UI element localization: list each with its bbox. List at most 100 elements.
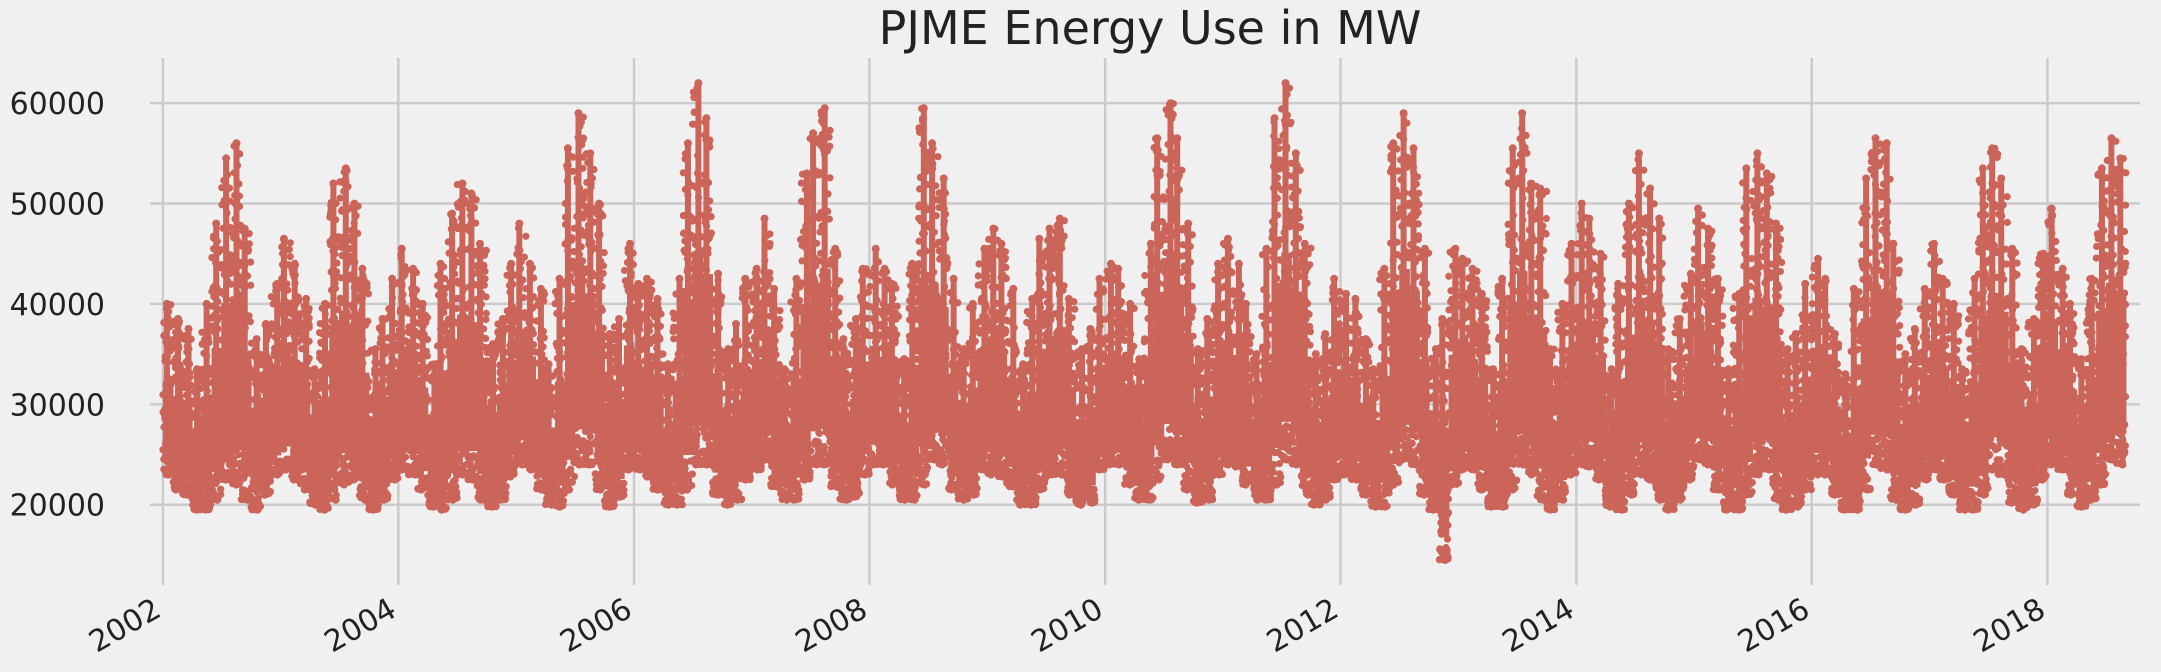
data-point bbox=[555, 425, 563, 433]
data-point bbox=[556, 443, 564, 451]
data-point bbox=[352, 360, 360, 368]
data-band-segment bbox=[181, 403, 193, 479]
data-point bbox=[508, 369, 516, 377]
data-point bbox=[587, 358, 595, 366]
data-point bbox=[336, 376, 344, 385]
data-band-segment bbox=[506, 359, 517, 456]
data-point bbox=[395, 423, 403, 431]
data-point bbox=[208, 444, 216, 452]
data-point-min bbox=[555, 502, 564, 511]
data-band-segment bbox=[1625, 334, 1636, 466]
data-point bbox=[426, 444, 434, 452]
data-point bbox=[273, 381, 281, 389]
data-point bbox=[228, 395, 236, 403]
data-point bbox=[247, 437, 255, 445]
data-point bbox=[472, 404, 480, 413]
data-point bbox=[274, 435, 282, 443]
data-point bbox=[193, 492, 201, 500]
data-point bbox=[613, 442, 621, 450]
data-band-segment bbox=[1173, 285, 1185, 432]
data-point bbox=[242, 464, 250, 472]
data-point-min bbox=[281, 465, 290, 474]
data-point bbox=[506, 394, 514, 402]
data-point bbox=[219, 430, 227, 438]
data-point bbox=[230, 447, 238, 455]
data-point bbox=[337, 433, 345, 441]
data-point bbox=[585, 310, 593, 318]
data-point bbox=[258, 463, 266, 471]
data-point bbox=[216, 420, 224, 428]
data-point bbox=[397, 390, 405, 398]
data-point bbox=[335, 441, 343, 449]
data-point bbox=[178, 459, 186, 467]
data-point bbox=[359, 418, 367, 426]
data-point bbox=[631, 437, 640, 445]
data-point bbox=[179, 485, 187, 493]
data-point bbox=[228, 372, 236, 380]
data-point bbox=[386, 379, 394, 387]
data-point bbox=[448, 406, 456, 414]
data-point bbox=[365, 429, 373, 437]
data-band-segment bbox=[1516, 271, 1528, 430]
data-point bbox=[484, 447, 492, 455]
data-point bbox=[320, 410, 328, 418]
data-point bbox=[309, 462, 317, 470]
data-point bbox=[233, 423, 241, 431]
data-band-segment bbox=[997, 348, 1008, 454]
data-point bbox=[232, 345, 240, 353]
data-point bbox=[526, 382, 534, 390]
data-point bbox=[652, 428, 660, 436]
data-point bbox=[524, 451, 533, 459]
data-point bbox=[633, 457, 641, 465]
data-point bbox=[226, 410, 234, 418]
data-point bbox=[504, 410, 512, 418]
data-point bbox=[397, 369, 405, 377]
data-point bbox=[326, 444, 334, 452]
data-point bbox=[286, 372, 294, 380]
data-band-segment bbox=[957, 416, 969, 485]
data-point bbox=[573, 347, 581, 355]
data-point bbox=[300, 422, 308, 430]
data-point bbox=[239, 381, 247, 389]
data-band-segment bbox=[692, 254, 704, 427]
data-band-segment bbox=[250, 415, 262, 493]
data-point bbox=[381, 452, 389, 460]
data-point bbox=[355, 406, 363, 414]
data-point bbox=[190, 448, 198, 456]
data-point-min bbox=[417, 485, 426, 494]
data-point bbox=[328, 394, 336, 402]
data-point-min bbox=[349, 475, 358, 484]
data-point bbox=[228, 324, 236, 332]
data-point bbox=[585, 365, 593, 373]
data-band-segment bbox=[1821, 366, 1832, 456]
data-band-segment bbox=[1732, 391, 1744, 489]
data-point bbox=[465, 405, 473, 413]
data-band-segment bbox=[1880, 290, 1892, 437]
data-point bbox=[241, 427, 249, 435]
data-point bbox=[408, 432, 416, 441]
data-point bbox=[455, 347, 463, 355]
data-point bbox=[231, 381, 239, 389]
data-point bbox=[536, 419, 544, 427]
data-point bbox=[581, 410, 590, 418]
data-band-segment bbox=[526, 356, 536, 449]
data-point bbox=[269, 404, 277, 412]
data-point bbox=[233, 405, 241, 414]
data-point bbox=[625, 439, 633, 447]
data-point bbox=[554, 411, 563, 419]
data-point bbox=[166, 428, 174, 436]
data-point bbox=[358, 385, 366, 393]
data-point bbox=[405, 416, 413, 424]
data-point bbox=[221, 396, 229, 404]
data-point bbox=[280, 445, 288, 453]
data-point-min bbox=[506, 472, 515, 481]
data-point bbox=[524, 457, 532, 466]
data-point bbox=[248, 455, 256, 463]
data-point-min bbox=[253, 505, 262, 514]
data-point bbox=[582, 323, 590, 332]
data-point bbox=[515, 413, 523, 421]
data-point bbox=[642, 417, 650, 425]
data-point-min bbox=[448, 495, 457, 504]
data-point bbox=[169, 399, 177, 407]
data-point bbox=[564, 348, 572, 356]
